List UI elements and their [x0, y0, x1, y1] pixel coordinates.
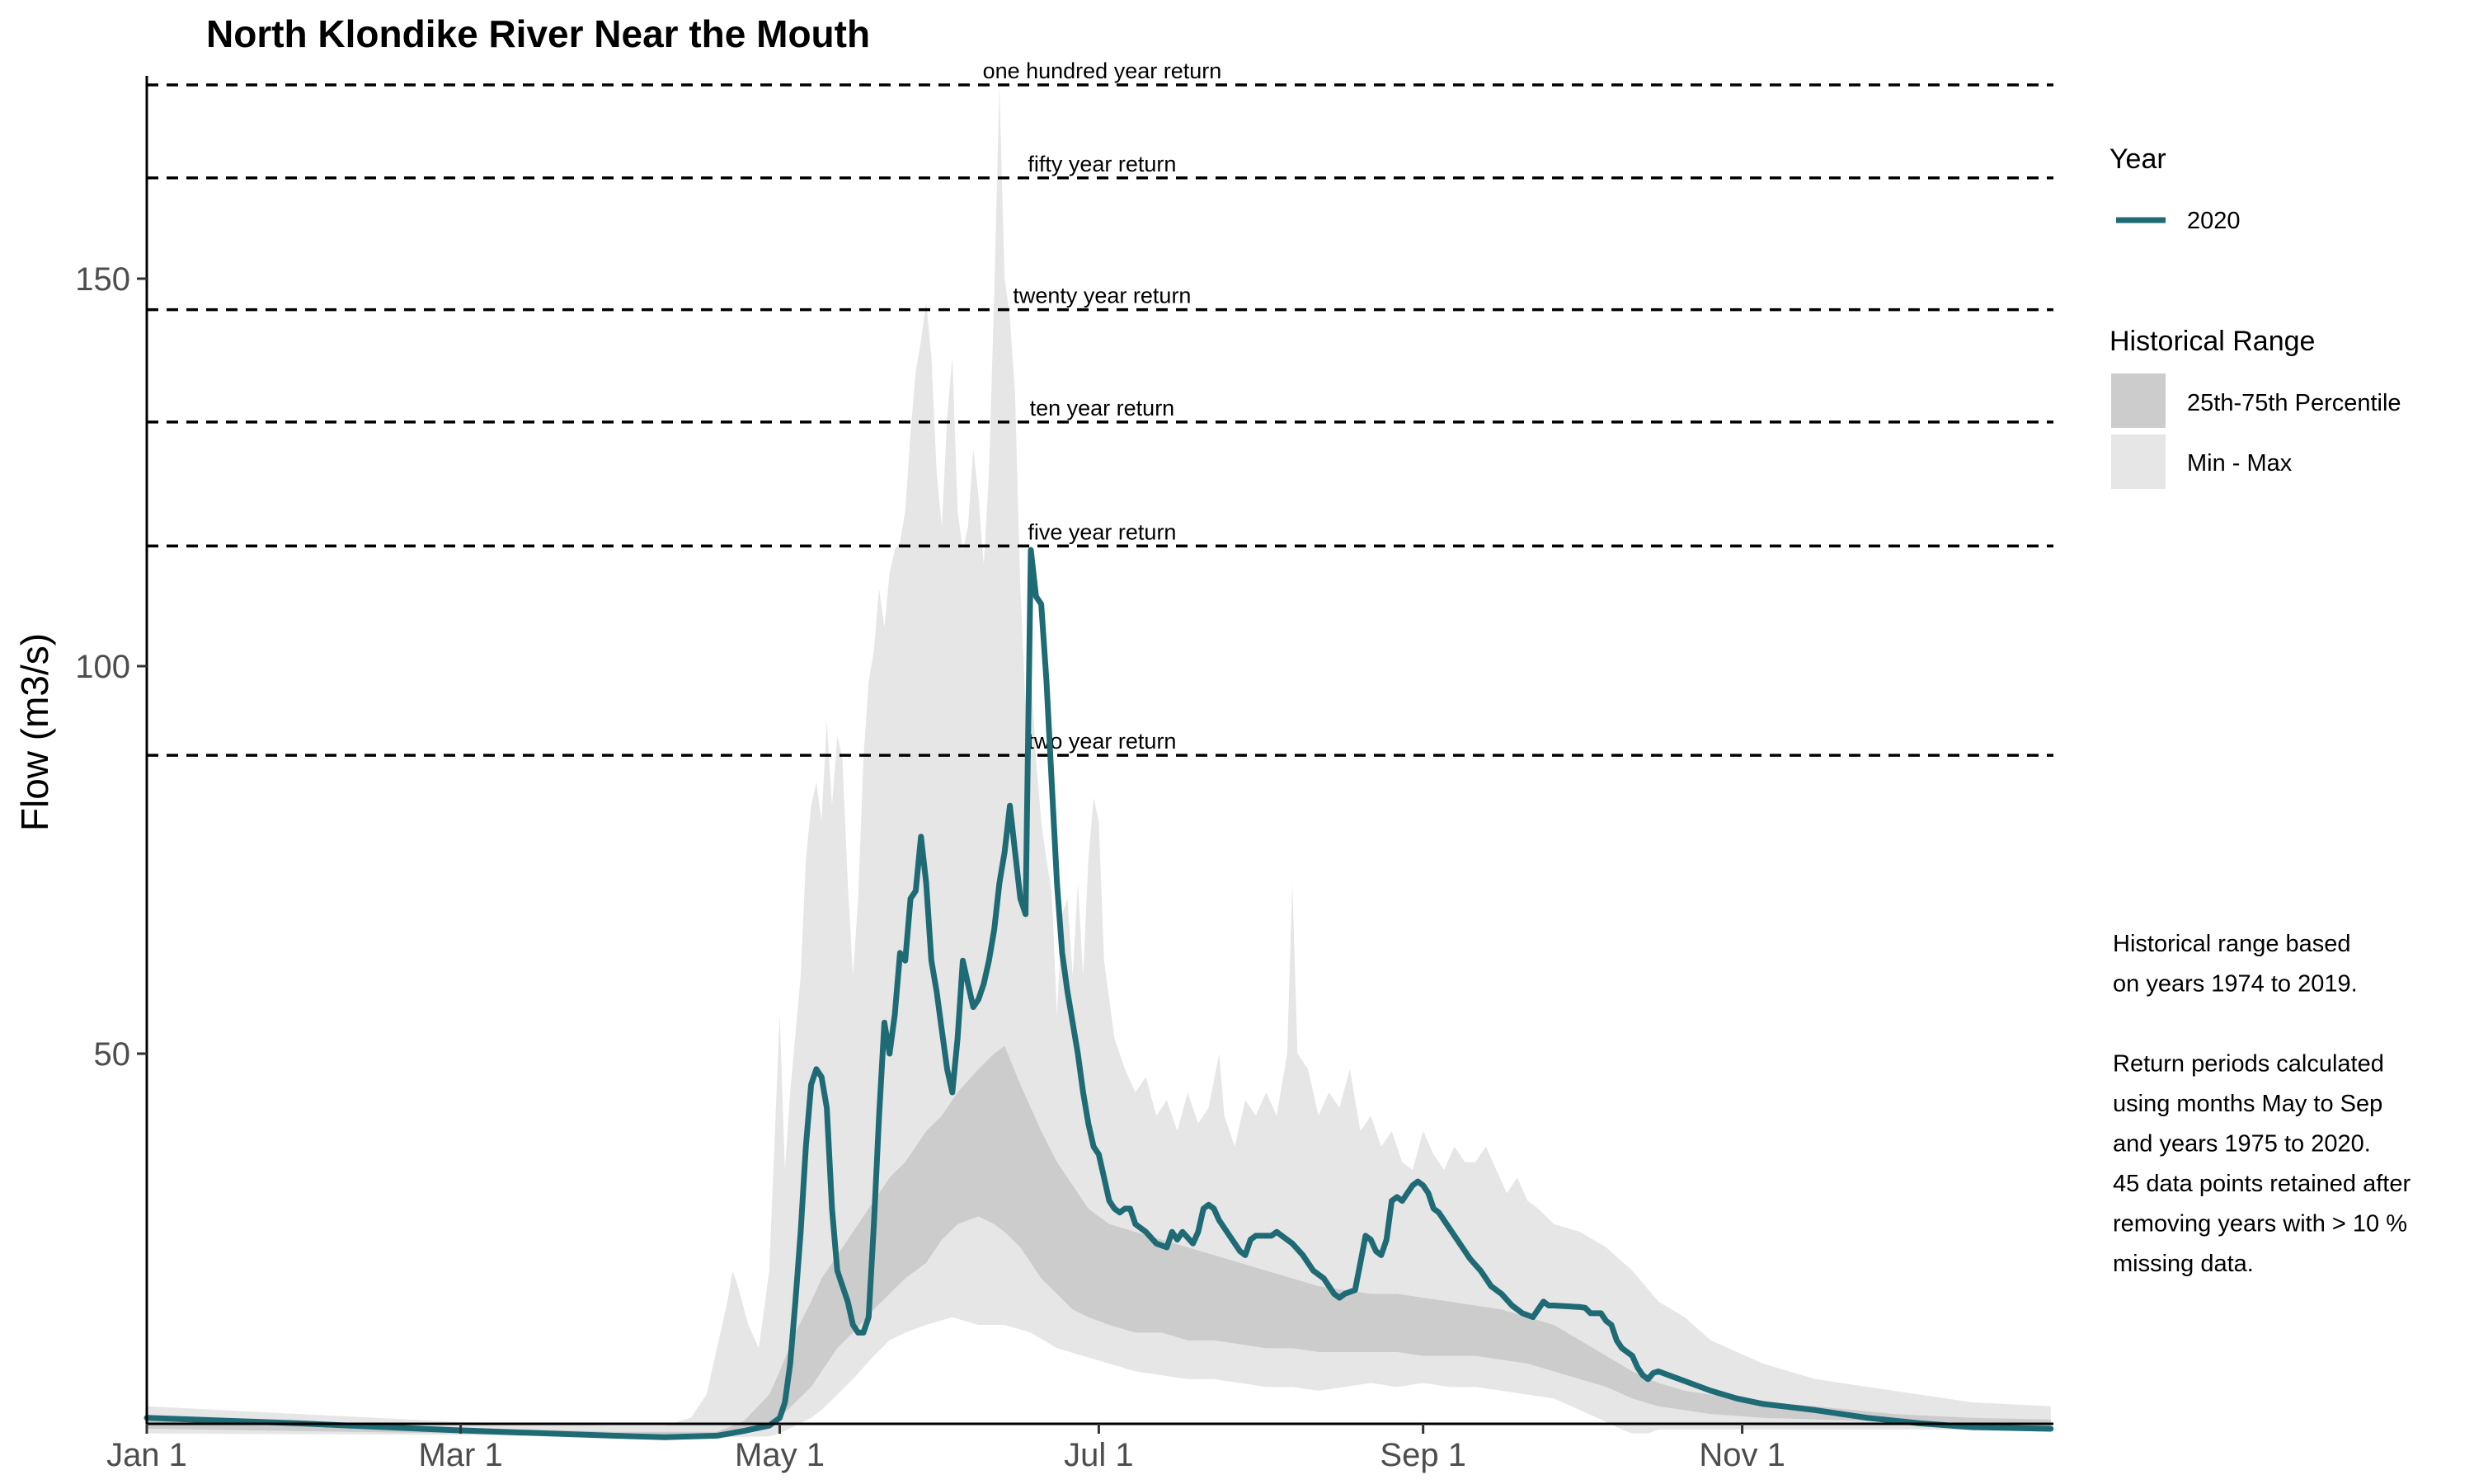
y-axis-title: Flow (m3/s)	[13, 633, 56, 831]
x-tick-label-1: Mar 1	[418, 1437, 502, 1473]
x-tick-label-4: Sep 1	[1380, 1437, 1466, 1473]
return-label-0: one hundred year return	[983, 59, 1222, 83]
note-line-0: Historical range based	[2113, 931, 2351, 957]
notes-block: Historical range based on years 1974 to 2…	[2113, 931, 2411, 1277]
note-line-7: removing years with > 10 %	[2113, 1211, 2407, 1237]
y-tick-label-1: 100	[75, 649, 130, 685]
x-tick-label-3: Jul 1	[1064, 1437, 1134, 1473]
legend-minmax-swatch	[2111, 434, 2166, 489]
axes-group: 50 100 150 Jan 1 Mar 1 May 1 Jul 1 Sep 1 Nov 1	[75, 76, 2053, 1473]
series-2020-line	[143, 547, 2054, 1440]
legend-minmax-label: Min - Max	[2187, 450, 2293, 477]
legend-iqr-label: 25th-75th Percentile	[2187, 390, 2401, 416]
y-tick-label-0: 50	[94, 1036, 131, 1073]
note-line-1: on years 1974 to 2019.	[2113, 971, 2358, 998]
return-label-4: five year return	[1028, 519, 1176, 544]
return-period-group: one hundred year return fifty year return…	[147, 59, 2053, 757]
y-tick-label-2: 150	[75, 261, 130, 298]
legend-2020-label: 2020	[2187, 208, 2241, 234]
legend-iqr-swatch	[2111, 373, 2166, 428]
return-label-3: ten year return	[1030, 396, 1175, 420]
legend: Year 2020 Historical Range 25th-75th Per…	[2109, 143, 2401, 489]
x-tick-label-2: May 1	[735, 1437, 825, 1473]
note-line-4: using months May to Sep	[2113, 1091, 2382, 1117]
note-line-5: and years 1975 to 2020.	[2113, 1131, 2371, 1158]
chart-title: North Klondike River Near the Mouth	[206, 12, 870, 55]
legend-year-title: Year	[2109, 143, 2166, 175]
return-label-1: fifty year return	[1028, 152, 1176, 176]
x-tick-label-5: Nov 1	[1699, 1437, 1785, 1473]
legend-range-title: Historical Range	[2109, 326, 2315, 357]
note-line-3: Return periods calculated	[2113, 1051, 2384, 1078]
note-line-8: missing data.	[2113, 1251, 2254, 1277]
iqr-band	[147, 1045, 2051, 1436]
note-line-6: 45 data points retained after	[2113, 1171, 2411, 1197]
x-tick-label-0: Jan 1	[106, 1437, 187, 1473]
series-2020-group	[143, 547, 2054, 1440]
iqr-band-group	[147, 1045, 2051, 1436]
return-label-2: twenty year return	[1013, 284, 1191, 308]
